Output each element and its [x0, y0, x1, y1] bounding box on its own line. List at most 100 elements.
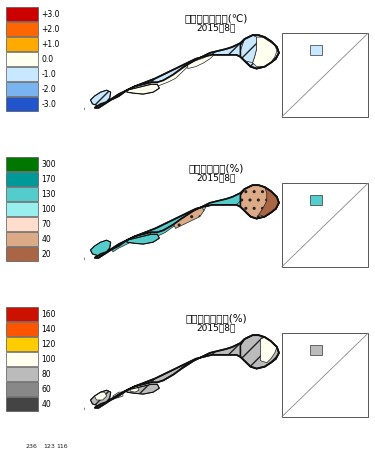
Polygon shape — [127, 234, 159, 244]
Text: 300: 300 — [42, 160, 56, 169]
Text: 106: 106 — [108, 396, 122, 402]
Text: 132: 132 — [108, 423, 122, 429]
Text: 123: 123 — [43, 444, 55, 449]
Polygon shape — [94, 35, 279, 108]
Circle shape — [32, 414, 36, 418]
Circle shape — [68, 109, 72, 113]
Polygon shape — [261, 337, 277, 363]
Text: -3.0: -3.0 — [42, 99, 57, 108]
Text: 100: 100 — [42, 355, 56, 364]
Polygon shape — [90, 390, 111, 406]
Bar — [6, 322, 38, 336]
Bar — [6, 232, 38, 246]
Polygon shape — [188, 55, 214, 68]
Text: 60: 60 — [42, 385, 51, 394]
Text: 小笠原諸島: 小笠原諸島 — [305, 262, 324, 268]
Circle shape — [32, 114, 36, 118]
Circle shape — [42, 262, 46, 266]
Text: 小笠原諸島: 小笠原諸島 — [305, 409, 324, 415]
Text: 170: 170 — [42, 175, 56, 184]
Text: -0.9: -0.9 — [166, 238, 180, 243]
Text: +2.0: +2.0 — [42, 25, 60, 34]
Polygon shape — [240, 335, 279, 369]
Text: -0.2: -0.2 — [101, 272, 114, 278]
Text: *73: *73 — [132, 444, 142, 449]
Text: 130: 130 — [42, 189, 56, 198]
Circle shape — [24, 416, 28, 420]
Circle shape — [42, 112, 46, 116]
Polygon shape — [240, 35, 256, 63]
Bar — [6, 52, 38, 66]
Bar — [310, 195, 322, 205]
Circle shape — [75, 108, 79, 112]
Text: *+0.1: *+0.1 — [171, 279, 192, 285]
Text: 49: 49 — [206, 382, 214, 388]
Polygon shape — [94, 335, 279, 408]
Text: -0.5: -0.5 — [103, 243, 117, 248]
Text: 40: 40 — [42, 234, 51, 243]
Circle shape — [60, 110, 64, 114]
Text: +0.2: +0.2 — [291, 252, 308, 258]
Text: *59: *59 — [172, 424, 185, 430]
Bar — [6, 172, 38, 186]
Bar — [6, 338, 38, 351]
Polygon shape — [94, 392, 106, 400]
Text: 20: 20 — [42, 250, 51, 259]
Polygon shape — [127, 84, 159, 94]
Text: +3.0: +3.0 — [42, 9, 60, 18]
Circle shape — [60, 410, 64, 414]
Text: -0.3: -0.3 — [115, 274, 129, 280]
Circle shape — [68, 409, 72, 413]
Text: 40: 40 — [42, 400, 51, 409]
Text: 70: 70 — [42, 220, 51, 229]
Text: 80: 80 — [42, 369, 51, 378]
Polygon shape — [113, 392, 123, 398]
Polygon shape — [130, 386, 139, 392]
Text: 2015年8月: 2015年8月 — [196, 23, 236, 32]
Circle shape — [75, 258, 79, 262]
Text: 116: 116 — [56, 444, 68, 449]
Text: 236: 236 — [26, 444, 38, 449]
Text: 2015年8月: 2015年8月 — [196, 324, 236, 333]
Circle shape — [75, 408, 79, 412]
Text: -2.0: -2.0 — [42, 85, 56, 94]
Bar — [282, 333, 368, 417]
Circle shape — [50, 261, 54, 265]
Text: -0.9: -0.9 — [121, 249, 135, 255]
Bar — [282, 33, 368, 117]
Bar — [6, 7, 38, 21]
Polygon shape — [94, 185, 279, 258]
Text: 日照時間平年比(%): 日照時間平年比(%) — [185, 314, 247, 324]
Bar — [6, 352, 38, 366]
Text: 140: 140 — [42, 324, 56, 333]
Bar — [6, 382, 38, 396]
Bar — [310, 345, 322, 355]
Circle shape — [50, 411, 54, 415]
Bar — [6, 82, 38, 96]
Bar — [6, 97, 38, 111]
Text: 降水量平年比(%): 降水量平年比(%) — [188, 164, 244, 174]
Bar — [6, 397, 38, 411]
Circle shape — [24, 116, 28, 120]
Text: *327: *327 — [291, 399, 308, 405]
Polygon shape — [90, 240, 111, 256]
Bar — [6, 22, 38, 36]
Bar — [6, 202, 38, 216]
Text: -0.9: -0.9 — [141, 233, 155, 238]
Text: 111: 111 — [142, 384, 156, 391]
Circle shape — [80, 407, 84, 411]
Bar — [282, 183, 368, 267]
Bar — [6, 158, 38, 171]
Text: -1.0: -1.0 — [42, 70, 56, 79]
Text: +1.0: +1.0 — [42, 40, 60, 49]
Text: 100: 100 — [42, 205, 56, 214]
Polygon shape — [206, 193, 240, 207]
Bar — [6, 37, 38, 51]
Text: 0.0: 0.0 — [42, 54, 54, 63]
Bar — [6, 247, 38, 261]
Bar — [6, 187, 38, 201]
Polygon shape — [113, 232, 150, 252]
Polygon shape — [252, 37, 277, 67]
Text: 平均気温平年差(℃): 平均気温平年差(℃) — [184, 14, 248, 23]
Bar — [310, 45, 322, 55]
